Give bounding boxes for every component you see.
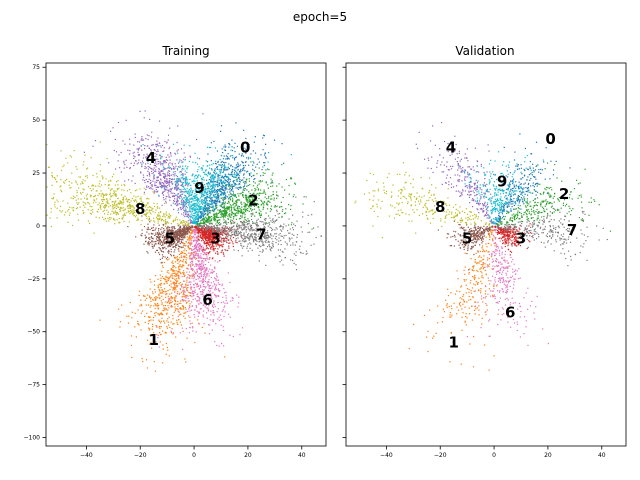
training-title: Training bbox=[161, 44, 209, 58]
series-6-points bbox=[156, 229, 244, 351]
y-tick-label: −75 bbox=[27, 382, 40, 389]
series-4-points bbox=[83, 110, 204, 224]
validation-y-axis bbox=[342, 66, 346, 438]
training-y-axis: 75 50 25 0 −25 −50 −75 −100 bbox=[24, 64, 46, 442]
training-scatter bbox=[46, 110, 323, 372]
y-tick-label: −25 bbox=[27, 276, 40, 283]
training-cluster-labels: 0 1 2 3 4 5 6 7 8 9 bbox=[135, 139, 267, 350]
cluster-label-5: 5 bbox=[462, 230, 472, 248]
y-tick-label: −100 bbox=[24, 435, 41, 442]
validation-axes-frame bbox=[345, 62, 627, 447]
cluster-label-0: 0 bbox=[240, 139, 250, 157]
x-tick-label: 40 bbox=[298, 452, 306, 459]
series-2-points bbox=[496, 162, 612, 232]
cluster-label-8: 8 bbox=[135, 200, 145, 218]
series-5-points bbox=[127, 215, 194, 264]
cluster-label-8: 8 bbox=[435, 198, 445, 216]
series-7-points bbox=[197, 195, 323, 271]
training-axes-frame bbox=[45, 62, 327, 447]
validation-cluster-labels: 0 1 2 3 4 5 6 7 8 9 bbox=[435, 130, 577, 351]
cluster-label-4: 4 bbox=[446, 139, 456, 157]
cluster-label-6: 6 bbox=[202, 291, 212, 309]
series-0-points bbox=[194, 122, 285, 225]
cluster-label-2: 2 bbox=[559, 185, 569, 203]
cluster-label-1: 1 bbox=[148, 331, 158, 349]
training-x-axis: −40 −20 0 20 40 bbox=[80, 446, 306, 459]
figure-title: epoch=5 bbox=[293, 10, 347, 24]
series-0-points bbox=[494, 133, 571, 225]
series-9-points bbox=[459, 151, 545, 225]
series-1-points bbox=[408, 229, 499, 371]
validation-title: Validation bbox=[455, 44, 514, 58]
series-5-points bbox=[437, 220, 494, 271]
validation-panel: Validation 0 1 2 3 4 5 6 7 8 9 −40 −20 0 20 40 bbox=[342, 44, 627, 459]
x-tick-label: 0 bbox=[492, 452, 496, 459]
y-tick-label: 0 bbox=[36, 223, 40, 230]
x-tick-label: −40 bbox=[380, 452, 393, 459]
series-6-points bbox=[466, 229, 550, 346]
cluster-label-7: 7 bbox=[256, 225, 266, 243]
x-tick-label: −20 bbox=[134, 452, 147, 459]
y-tick-label: 50 bbox=[32, 117, 40, 124]
validation-scatter bbox=[346, 121, 612, 371]
cluster-label-3: 3 bbox=[210, 230, 220, 248]
cluster-label-0: 0 bbox=[545, 130, 555, 148]
cluster-label-2: 2 bbox=[248, 192, 258, 210]
cluster-label-3: 3 bbox=[516, 230, 526, 248]
cluster-label-9: 9 bbox=[497, 172, 507, 190]
validation-x-axis: −40 −20 0 20 40 bbox=[380, 446, 606, 459]
cluster-label-4: 4 bbox=[146, 149, 156, 167]
cluster-label-5: 5 bbox=[165, 230, 175, 248]
x-tick-label: −40 bbox=[80, 452, 93, 459]
y-tick-label: 75 bbox=[32, 64, 40, 71]
y-tick-label: −50 bbox=[27, 329, 40, 336]
x-tick-label: 40 bbox=[598, 452, 606, 459]
x-tick-label: 20 bbox=[244, 452, 252, 459]
cluster-label-7: 7 bbox=[567, 221, 577, 239]
series-8-points bbox=[346, 162, 491, 239]
series-3-points bbox=[494, 223, 533, 269]
cluster-label-9: 9 bbox=[194, 179, 204, 197]
series-7-points bbox=[497, 208, 608, 267]
series-8-points bbox=[46, 141, 190, 234]
x-tick-label: 20 bbox=[544, 452, 552, 459]
x-tick-label: 0 bbox=[192, 452, 196, 459]
cluster-label-6: 6 bbox=[505, 304, 515, 322]
x-tick-label: −20 bbox=[434, 452, 447, 459]
cluster-label-1: 1 bbox=[448, 333, 458, 351]
y-tick-label: 25 bbox=[32, 170, 40, 177]
series-9-points bbox=[141, 143, 292, 225]
